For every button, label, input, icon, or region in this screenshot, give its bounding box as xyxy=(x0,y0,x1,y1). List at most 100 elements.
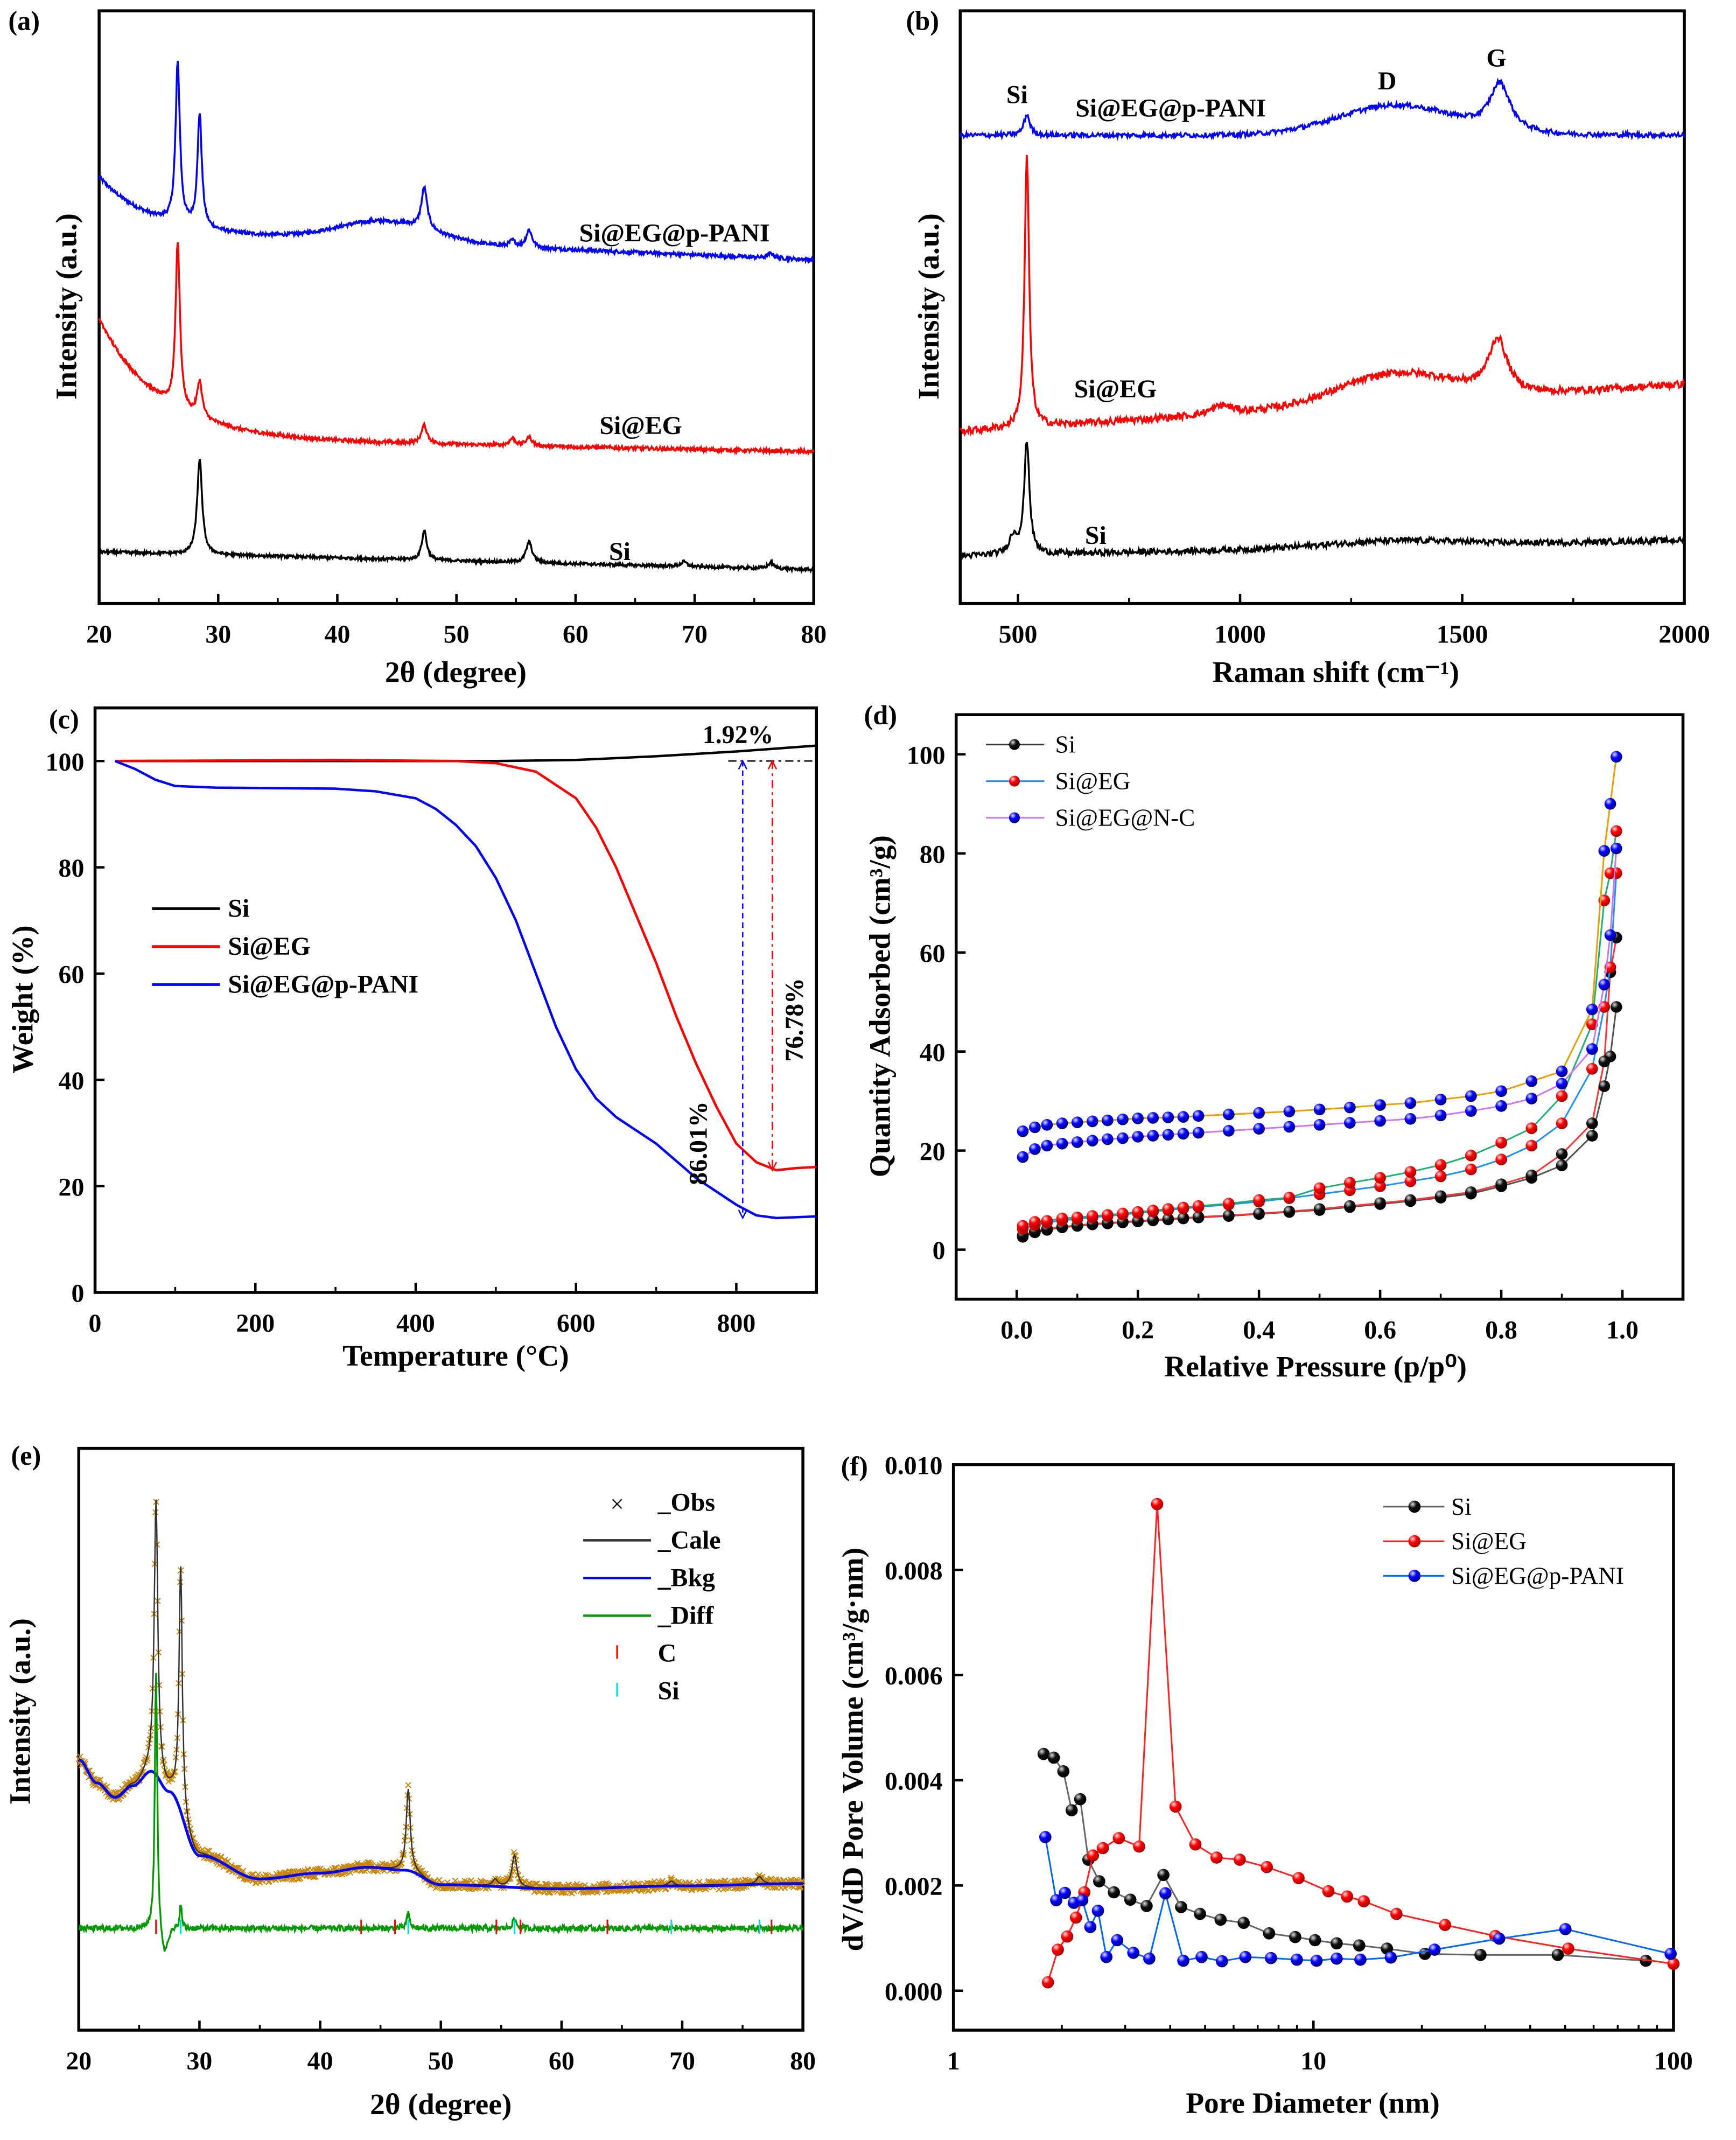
x-axis-label: 2θ (degree) xyxy=(385,656,527,689)
legend-marker xyxy=(1408,1535,1421,1548)
panel-label: (a) xyxy=(8,5,40,36)
data-point xyxy=(1465,1150,1477,1162)
legend-label: Si@EG@p-PANI xyxy=(1451,1562,1624,1589)
data-point xyxy=(1525,1093,1538,1104)
y-axis-label: Weight (%) xyxy=(6,925,39,1073)
data-point xyxy=(1091,1904,1104,1917)
data-point xyxy=(1465,1186,1477,1198)
data-point xyxy=(1093,1875,1105,1887)
data-point xyxy=(1192,1200,1205,1212)
data-point xyxy=(1071,1212,1083,1223)
arrow-head-icon xyxy=(738,1209,748,1220)
obs-point xyxy=(218,1854,225,1861)
si-gain-label: 1.92% xyxy=(703,721,774,749)
y-tick-label: 40 xyxy=(920,1038,946,1067)
data-point xyxy=(1117,1113,1129,1125)
data-point xyxy=(1041,1976,1054,1989)
x-tick-label: 60 xyxy=(549,2047,575,2075)
data-point xyxy=(1525,1169,1538,1181)
data-point xyxy=(1525,1122,1538,1135)
series-label: Si xyxy=(609,537,631,566)
data-point xyxy=(1313,1203,1326,1215)
x-tick-label: 0.2 xyxy=(1122,1316,1154,1345)
data-point xyxy=(1404,1097,1417,1109)
y-axis-label: Quantity Adsorbed (cm³/g) xyxy=(863,835,896,1177)
x-tick-label: 0.6 xyxy=(1364,1316,1396,1345)
data-point xyxy=(1439,1919,1451,1931)
obs-point xyxy=(311,1873,318,1880)
data-point xyxy=(1147,1214,1159,1226)
y-tick-label: 60 xyxy=(59,961,85,989)
plot-frame xyxy=(93,706,818,1294)
data-point xyxy=(1132,1131,1144,1143)
data-point xyxy=(1292,1872,1305,1885)
y-tick-label: 0.010 xyxy=(885,1451,943,1480)
series-line-si xyxy=(959,442,1685,561)
data-point xyxy=(1610,1001,1622,1013)
data-point xyxy=(1047,1751,1060,1764)
arrow-head-icon xyxy=(767,1162,778,1172)
x-tick-label: 0.8 xyxy=(1485,1316,1517,1345)
data-point xyxy=(1525,1075,1538,1087)
data-point xyxy=(1017,1125,1029,1137)
data-point xyxy=(1084,1921,1097,1933)
series-line-si-eg xyxy=(115,759,817,1172)
x-tick-label: 40 xyxy=(307,2047,333,2075)
data-point xyxy=(1057,1765,1070,1778)
data-point xyxy=(1331,1937,1343,1950)
panel-e: 20 30 40 50 60 70 80 2θ (degree) Intensity (a.u.… xyxy=(4,1440,816,2121)
series-line-si-eg xyxy=(98,242,815,457)
background-line xyxy=(78,1758,803,1891)
series-line-si-eg-p-pani xyxy=(959,77,1685,141)
data-point xyxy=(1214,1913,1227,1926)
x-tick-label: 50 xyxy=(428,2047,454,2075)
x-tick-label: 600 xyxy=(557,1309,596,1338)
data-point xyxy=(1404,1166,1417,1178)
data-point xyxy=(1322,1885,1335,1898)
legend-label: C xyxy=(658,1639,677,1668)
y-tick-label: 0.000 xyxy=(885,1977,943,2006)
obs-point xyxy=(603,1889,610,1896)
series-label: Si@EG xyxy=(599,411,682,440)
data-point xyxy=(1151,1498,1164,1510)
data-point xyxy=(1216,1955,1228,1968)
data-point xyxy=(1147,1130,1159,1142)
x-tick-label: 20 xyxy=(86,620,112,649)
obs-point xyxy=(97,1777,104,1783)
data-point xyxy=(1495,1178,1507,1191)
data-point xyxy=(1086,1115,1098,1128)
data-point xyxy=(1374,1197,1386,1209)
data-point xyxy=(1310,1954,1323,1967)
data-point xyxy=(1029,1121,1041,1134)
data-point xyxy=(1041,1215,1053,1227)
x-tick-label: 40 xyxy=(325,620,351,649)
data-point xyxy=(1598,978,1611,991)
data-point xyxy=(1223,1125,1235,1137)
data-point xyxy=(1434,1190,1447,1202)
y-tick-label: 0.002 xyxy=(885,1872,943,1901)
x-tick-label: 800 xyxy=(717,1309,756,1338)
data-point xyxy=(1495,1100,1507,1112)
data-point xyxy=(1465,1105,1477,1117)
data-point xyxy=(1610,751,1622,763)
legend-label: _Bkg xyxy=(657,1563,715,1592)
x-tick-label: 1.0 xyxy=(1606,1316,1639,1345)
y-tick-label: 20 xyxy=(59,1173,85,1201)
x-tick-label: 0 xyxy=(89,1309,102,1338)
data-point xyxy=(1556,1148,1568,1160)
si-peak-label: Si xyxy=(1006,80,1028,109)
data-point xyxy=(1223,1108,1235,1121)
data-point xyxy=(1133,1840,1145,1853)
data-point xyxy=(1664,1948,1677,1960)
data-point xyxy=(1029,1216,1041,1228)
data-point xyxy=(1283,1121,1296,1133)
data-point xyxy=(1087,1849,1100,1862)
panel-label: (c) xyxy=(49,704,79,734)
data-point xyxy=(1495,1085,1507,1097)
legend-marker xyxy=(1408,1500,1421,1513)
y-tick-label: 100 xyxy=(46,748,85,777)
data-point xyxy=(1556,1078,1568,1090)
data-point xyxy=(1434,1170,1447,1183)
legend-marker xyxy=(1009,775,1020,787)
data-point xyxy=(1253,1107,1265,1119)
